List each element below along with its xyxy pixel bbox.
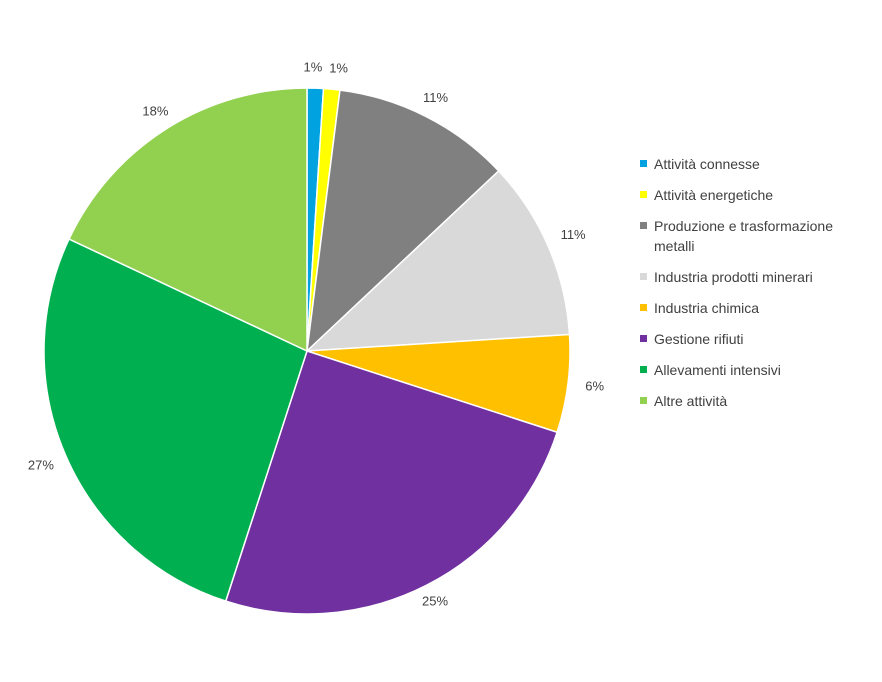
data-label: 6% <box>585 379 604 394</box>
legend-label: Altre attività <box>654 393 728 409</box>
legend-swatch <box>640 397 647 404</box>
legend-item: Attività connesse <box>640 154 875 174</box>
legend-label: Gestione rifiuti <box>654 331 744 347</box>
legend-item: Industria prodotti minerari <box>640 267 875 287</box>
data-label: 11% <box>561 227 586 242</box>
pie-slice-industria-prodotti-minerari <box>304 169 571 352</box>
pie-slice-produzione-e-trasformazione-metalli <box>305 89 500 353</box>
pie-data-labels: 1% 1% 11% 11% 6% 25% 27% 18% <box>28 60 605 609</box>
legend-label: Industria chimica <box>654 300 760 316</box>
data-label: 25% <box>422 594 448 609</box>
legend-item: Produzione e trasformazione metalli <box>640 216 875 256</box>
legend-item: Allevamenti intensivi <box>640 360 875 380</box>
data-label: 11% <box>423 90 448 105</box>
legend-item: Attività energetiche <box>640 185 875 205</box>
pie-slice-altre-attivit <box>68 87 308 353</box>
legend-swatch <box>640 273 647 280</box>
legend-swatch <box>640 222 647 229</box>
legend-swatch <box>640 191 647 198</box>
legend-label: Produzione e trasformazione metalli <box>654 218 833 254</box>
data-label: 27% <box>28 458 54 473</box>
legend-label: Allevamenti intensivi <box>654 362 781 378</box>
legend-swatch <box>640 160 647 167</box>
pie-slice-allevamenti-intensivi <box>43 238 308 603</box>
chart-legend: Attività connesse Attività energetiche Pro… <box>640 154 875 422</box>
data-label: 18% <box>142 104 168 119</box>
legend-label: Attività connesse <box>654 156 760 172</box>
data-label: 1% <box>304 60 323 75</box>
legend-item: Gestione rifiuti <box>640 329 875 349</box>
legend-label: Industria prodotti minerari <box>654 269 813 285</box>
legend-label: Attività energetiche <box>654 187 774 203</box>
legend-item: Industria chimica <box>640 298 875 318</box>
legend-swatch <box>640 335 647 342</box>
legend-item: Altre attività <box>640 391 875 411</box>
pie-slice-gestione-rifiuti <box>224 350 559 615</box>
pie-slices <box>43 87 571 615</box>
data-label: 1% <box>329 61 348 76</box>
legend-swatch <box>640 304 647 311</box>
legend-swatch <box>640 366 647 373</box>
